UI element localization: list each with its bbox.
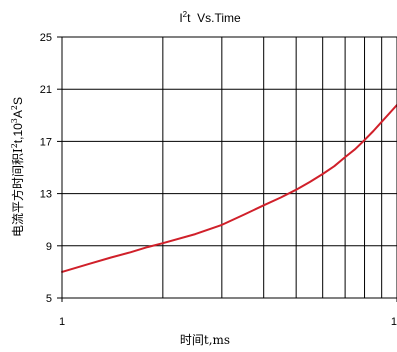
y-tick-label: 17 xyxy=(40,136,52,148)
grid-lines xyxy=(62,36,397,299)
series-line xyxy=(61,103,397,273)
chart-title: I2t Vs.Time xyxy=(179,10,241,25)
y-axis-label-sup: 2 xyxy=(10,143,19,148)
y-tick-label: 5 xyxy=(46,293,52,305)
chart-title-sup: 2 xyxy=(183,10,188,19)
x-tick-label: 10 xyxy=(391,316,397,328)
chart-title-base: I xyxy=(179,11,182,25)
y-axis-label-sup3: 2 xyxy=(10,105,19,110)
y-axis-label-pre: 电流平方时间积I xyxy=(10,148,25,237)
y-axis-label-sup2: 3 xyxy=(10,118,19,123)
y-axis-label-mid: t,10 xyxy=(11,123,25,143)
x-tick-label: 1 xyxy=(59,316,65,328)
y-tick-label: 21 xyxy=(40,84,52,96)
y-tick-label: 9 xyxy=(46,241,52,253)
plot-area xyxy=(61,36,397,299)
y-axis-label-post: S xyxy=(11,97,25,105)
y-tick-label: 13 xyxy=(40,189,52,201)
y-tick-label: 25 xyxy=(40,32,52,44)
x-axis-label: 时间t,ms xyxy=(180,333,230,347)
series-layer xyxy=(61,103,397,273)
plot-frame xyxy=(61,36,397,299)
y-axis-ticks: 5 9 13 17 21 25 xyxy=(40,32,62,305)
y-axis-label: 电流平方时间积I2t,103A2S xyxy=(10,97,25,237)
chart-title-rest: t Vs.Time xyxy=(187,11,241,25)
y-axis-label-mid2: A xyxy=(11,110,25,118)
x-axis-ticks: 1 10 xyxy=(59,298,397,328)
